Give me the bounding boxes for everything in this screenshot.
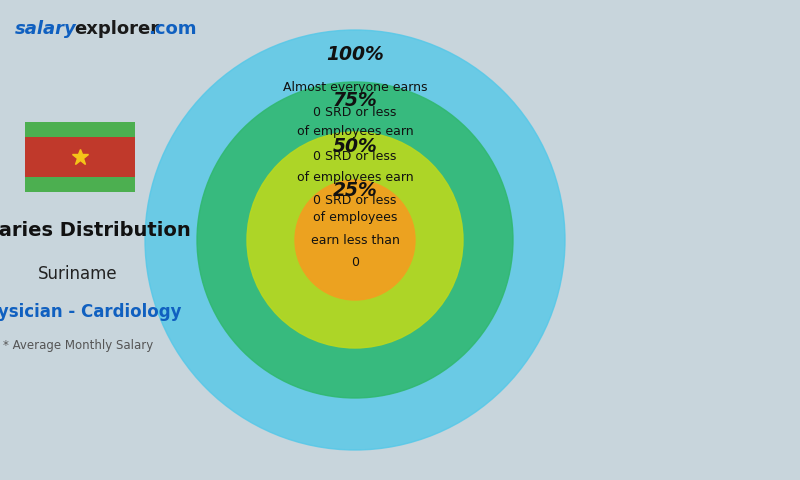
Text: .com: .com [148,20,197,38]
Circle shape [197,82,513,398]
Text: Salaries Distribution: Salaries Distribution [0,221,191,240]
Bar [25,177,135,192]
Text: of employees earn: of employees earn [297,170,414,183]
Text: * Average Monthly Salary: * Average Monthly Salary [3,339,153,352]
Text: Almost everyone earns: Almost everyone earns [282,82,427,95]
Text: 100%: 100% [326,46,384,64]
Circle shape [145,30,565,450]
Text: of employees earn: of employees earn [297,125,414,139]
Bar [25,122,135,137]
Text: 0: 0 [351,255,359,268]
Text: 0 SRD or less: 0 SRD or less [314,193,397,206]
Text: earn less than: earn less than [310,233,399,247]
Text: 50%: 50% [333,137,378,156]
Text: 0 SRD or less: 0 SRD or less [314,149,397,163]
Text: Physician - Cardiology: Physician - Cardiology [0,303,182,321]
Circle shape [247,132,463,348]
Circle shape [295,180,415,300]
Text: 75%: 75% [333,91,378,109]
Text: 0 SRD or less: 0 SRD or less [314,106,397,119]
Text: Suriname: Suriname [38,264,118,283]
Text: of employees: of employees [313,212,397,225]
Text: salary: salary [15,20,77,38]
Text: 25%: 25% [333,180,378,200]
Text: explorer: explorer [74,20,159,38]
Bar [25,137,135,177]
